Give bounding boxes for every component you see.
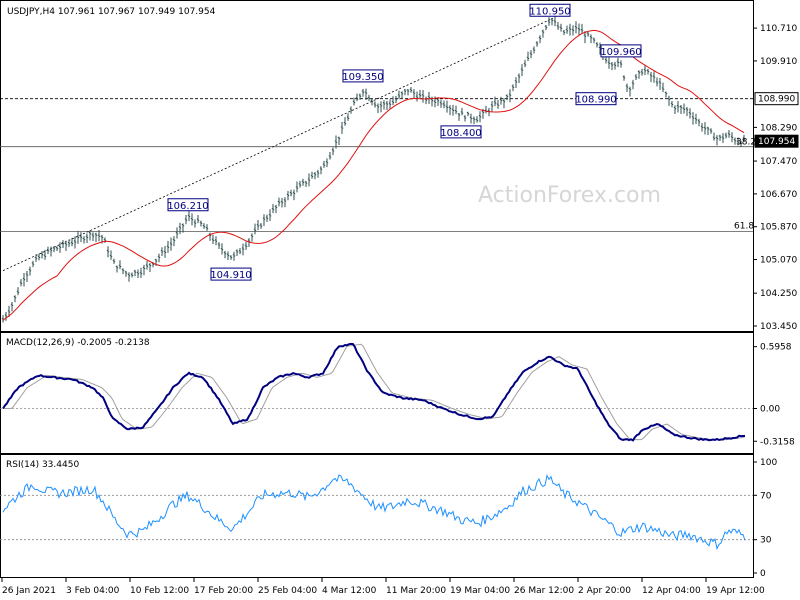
current-price-label: 107.954 <box>758 137 795 147</box>
x-axis-tick-label: 11 Mar 20:00 <box>386 586 446 596</box>
price-annotation-box <box>575 92 617 106</box>
price-annotation-box <box>210 267 252 281</box>
x-axis-tick-label: 19 Mar 04:00 <box>450 586 510 596</box>
rsi-title: RSI(14) 33.4450 <box>6 460 79 470</box>
level-price-label: 108.990 <box>758 95 795 105</box>
price-title: USDJPY,H4 107.961 107.967 107.949 107.95… <box>7 7 216 17</box>
price-annotation-box <box>440 125 482 139</box>
price-annotation-label: 108.400 <box>440 128 481 139</box>
price-annotation-label: 110.950 <box>529 6 570 17</box>
rsi-panel-frame <box>0 454 754 578</box>
x-axis-tick-label: 17 Feb 20:00 <box>194 586 253 596</box>
macd-y-tick-label: 0.5958 <box>760 343 792 353</box>
x-axis-tick-label: 4 Mar 12:00 <box>322 586 377 596</box>
y-axis-tick-label: 103.450 <box>760 322 797 332</box>
macd-y-tick-label: -0.3158 <box>760 437 795 447</box>
y-axis-tick-label: 106.670 <box>760 190 797 200</box>
rsi-line <box>2 474 746 551</box>
price-annotation-box <box>529 3 571 17</box>
price-annotation-label: 106.210 <box>167 201 208 212</box>
macd-layer <box>0 342 753 442</box>
x-axis-tick-label: 25 Feb 04:00 <box>258 586 317 596</box>
fib-38-label: 38.2 <box>736 138 756 148</box>
macd-title: MACD(12,26,9) -0.2005 -0.2138 <box>6 338 150 348</box>
price-annotation-box <box>600 44 642 58</box>
current-price-box <box>754 134 799 148</box>
macd-y-tick-label: 0.00 <box>760 404 780 414</box>
price-annotation-label: 108.990 <box>575 95 616 106</box>
price-annotation-label: 109.960 <box>600 47 641 58</box>
level-price-box <box>754 92 799 106</box>
price-annotation-label: 104.910 <box>210 270 251 281</box>
price-layer: 106.210 104.910 109.350 108.400 110.950 109.9… <box>0 3 756 323</box>
trendline <box>2 17 554 271</box>
price-annotation-label: 109.350 <box>342 72 383 83</box>
y-axis-tick-label: 107.470 <box>760 157 797 167</box>
price-annotation-box <box>167 198 209 212</box>
x-axis-tick-label: 19 Apr 12:00 <box>706 586 765 596</box>
price-annotation-box <box>342 69 384 83</box>
y-axis-tick-label: 108.290 <box>760 123 797 133</box>
axis-layer: 110.710 109.910 108.290 107.470 106.670 105.8… <box>1 24 799 596</box>
y-axis-tick-label: 110.710 <box>760 24 797 34</box>
y-axis-tick-label: 104.250 <box>760 289 797 299</box>
rsi-y-tick-label: 30 <box>760 536 772 546</box>
watermark: ActionForex.com <box>478 183 661 208</box>
y-axis-tick-label: 105.070 <box>760 256 797 266</box>
x-axis-tick-label: 26 Jan 2021 <box>2 586 56 596</box>
rsi-y-tick-label: 70 <box>760 491 772 501</box>
macd-panel-frame <box>0 332 754 454</box>
x-axis-tick-label: 26 Mar 12:00 <box>514 586 574 596</box>
y-axis-tick-label: 105.870 <box>760 223 797 233</box>
macd-line <box>2 342 746 442</box>
x-axis-tick-label: 2 Apr 20:00 <box>578 586 631 596</box>
macd-signal-line <box>3 343 746 441</box>
y-axis-tick-label: 109.910 <box>760 57 797 67</box>
fib-61-label: 61.8 <box>734 222 754 232</box>
rsi-y-tick-label: 100 <box>760 458 777 468</box>
x-axis-tick-label: 12 Apr 04:00 <box>642 586 701 596</box>
x-axis-tick-label: 10 Feb 12:00 <box>130 586 189 596</box>
rsi-y-tick-label: 0 <box>760 569 766 579</box>
rsi-layer <box>0 474 753 551</box>
x-axis-tick-label: 3 Feb 04:00 <box>66 586 120 596</box>
